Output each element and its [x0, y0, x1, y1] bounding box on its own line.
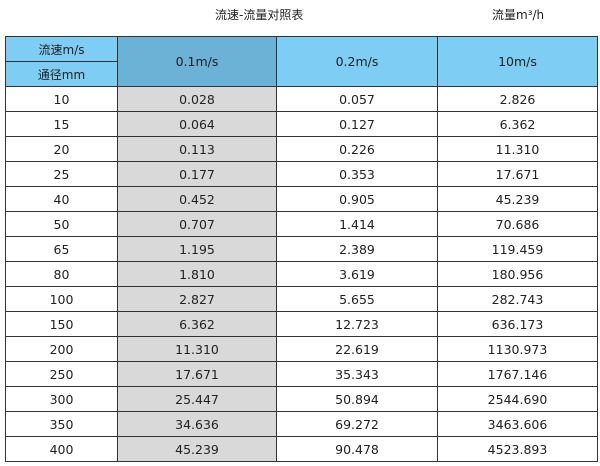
table-row: 50 0.707 1.414 70.686 — [5, 211, 598, 237]
unit-label: 流量m³/h — [492, 8, 545, 22]
flow-cell: 45.239 — [117, 436, 277, 462]
flow-cell: 2.827 — [117, 286, 277, 312]
column-header: 0.1m/s — [117, 36, 277, 87]
flow-cell: 69.272 — [276, 411, 438, 437]
diameter-cell: 25 — [5, 161, 118, 187]
diameter-cell: 250 — [5, 361, 118, 387]
velocity-header: 流速m/s — [5, 36, 118, 62]
table-row: 65 1.195 2.389 119.459 — [5, 236, 598, 262]
flow-cell: 17.671 — [437, 161, 598, 187]
diameter-cell: 65 — [5, 236, 118, 262]
flow-cell: 0.113 — [117, 136, 277, 162]
table-row: 40 0.452 0.905 45.239 — [5, 186, 598, 212]
table-row: 80 1.810 3.619 180.956 — [5, 261, 598, 287]
table-row: 300 25.447 50.894 2544.690 — [5, 386, 598, 412]
table-title: 流速-流量对照表 — [215, 8, 304, 22]
flow-cell: 3463.606 — [437, 411, 598, 437]
table-row: 15 0.064 0.127 6.362 — [5, 111, 598, 137]
flow-cell: 17.671 — [117, 361, 277, 387]
flow-cell: 6.362 — [437, 111, 598, 137]
diameter-cell: 200 — [5, 336, 118, 362]
diameter-cell: 10 — [5, 86, 118, 112]
diameter-cell: 300 — [5, 386, 118, 412]
flow-cell: 0.707 — [117, 211, 277, 237]
flow-cell: 11.310 — [437, 136, 598, 162]
flow-cell: 1767.146 — [437, 361, 598, 387]
diameter-cell: 20 — [5, 136, 118, 162]
flow-cell: 6.362 — [117, 311, 277, 337]
flow-cell: 1.414 — [276, 211, 438, 237]
diameter-cell: 100 — [5, 286, 118, 312]
flow-cell: 70.686 — [437, 211, 598, 237]
flow-cell: 0.057 — [276, 86, 438, 112]
flow-cell: 0.353 — [276, 161, 438, 187]
flow-cell: 0.028 — [117, 86, 277, 112]
table-row: 25 0.177 0.353 17.671 — [5, 161, 598, 187]
table-row: 250 17.671 35.343 1767.146 — [5, 361, 598, 387]
flow-cell: 5.655 — [276, 286, 438, 312]
flow-cell: 2.389 — [276, 236, 438, 262]
flow-table: 流速m/s 0.1m/s 0.2m/s 10m/s 通径mm 10 0.028 0.… — [5, 36, 598, 462]
flow-cell: 2.826 — [437, 86, 598, 112]
flow-cell: 0.177 — [117, 161, 277, 187]
flow-cell: 0.064 — [117, 111, 277, 137]
column-header: 0.2m/s — [276, 36, 438, 87]
table-row: 150 6.362 12.723 636.173 — [5, 311, 598, 337]
diameter-cell: 150 — [5, 311, 118, 337]
header-row: 通径mm — [5, 61, 598, 87]
header-row: 流速m/s 0.1m/s 0.2m/s 10m/s — [5, 36, 598, 87]
flow-cell: 25.447 — [117, 386, 277, 412]
flow-cell: 1.195 — [117, 236, 277, 262]
flow-cell: 3.619 — [276, 261, 438, 287]
table-row: 350 34.636 69.272 3463.606 — [5, 411, 598, 437]
diameter-cell: 40 — [5, 186, 118, 212]
flow-cell: 636.173 — [437, 311, 598, 337]
flow-cell: 35.343 — [276, 361, 438, 387]
table-row: 20 0.113 0.226 11.310 — [5, 136, 598, 162]
flow-cell: 0.127 — [276, 111, 438, 137]
table-row: 200 11.310 22.619 1130.973 — [5, 336, 598, 362]
flow-cell: 1.810 — [117, 261, 277, 287]
diameter-cell: 15 — [5, 111, 118, 137]
flow-cell: 1130.973 — [437, 336, 598, 362]
flow-cell: 0.905 — [276, 186, 438, 212]
flow-cell: 0.226 — [276, 136, 438, 162]
table-row: 400 45.239 90.478 4523.893 — [5, 436, 598, 462]
flow-cell: 11.310 — [117, 336, 277, 362]
flow-cell: 180.956 — [437, 261, 598, 287]
diameter-cell: 50 — [5, 211, 118, 237]
table-row: 10 0.028 0.057 2.826 — [5, 86, 598, 112]
flow-cell: 119.459 — [437, 236, 598, 262]
flow-cell: 0.452 — [117, 186, 277, 212]
flow-cell: 2544.690 — [437, 386, 598, 412]
diameter-cell: 400 — [5, 436, 118, 462]
flow-cell: 34.636 — [117, 411, 277, 437]
diameter-cell: 80 — [5, 261, 118, 287]
diameter-cell: 350 — [5, 411, 118, 437]
flow-cell: 50.894 — [276, 386, 438, 412]
table-row: 100 2.827 5.655 282.743 — [5, 286, 598, 312]
flow-cell: 22.619 — [276, 336, 438, 362]
column-header: 10m/s — [437, 36, 598, 87]
flow-cell: 90.478 — [276, 436, 438, 462]
flow-cell: 282.743 — [437, 286, 598, 312]
diameter-header: 通径mm — [5, 61, 118, 87]
flow-cell: 45.239 — [437, 186, 598, 212]
flow-cell: 4523.893 — [437, 436, 598, 462]
flow-cell: 12.723 — [276, 311, 438, 337]
